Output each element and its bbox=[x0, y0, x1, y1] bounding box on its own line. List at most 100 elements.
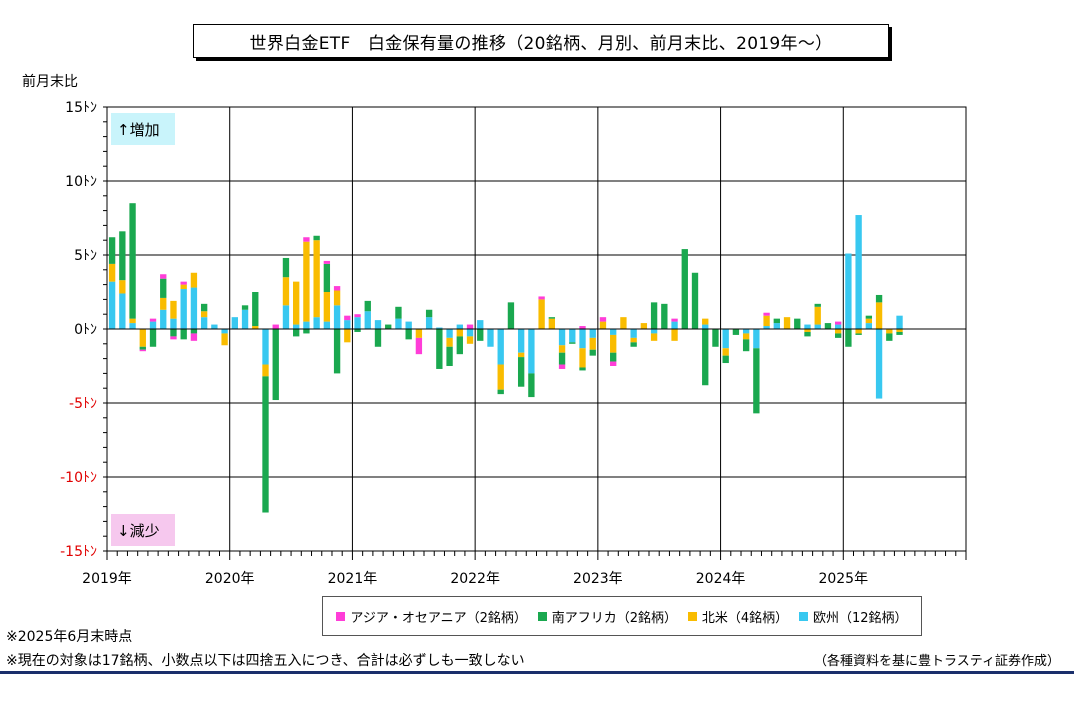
bar-segment bbox=[620, 317, 627, 329]
bar-segment bbox=[835, 321, 842, 325]
bar-segment bbox=[722, 355, 729, 364]
bar-segment bbox=[845, 253, 852, 329]
bar-segment bbox=[610, 329, 617, 335]
bar-segment bbox=[170, 318, 177, 329]
bar-segment bbox=[344, 320, 351, 329]
bar-segment bbox=[610, 334, 617, 353]
bar-segment bbox=[477, 329, 484, 341]
legend-item-north-america: 北米（4銘柄） bbox=[687, 607, 789, 626]
bar-segment bbox=[456, 336, 463, 355]
bar-segment bbox=[569, 342, 576, 344]
legend-swatch bbox=[687, 611, 697, 621]
bar-segment bbox=[865, 318, 873, 324]
bar-segment bbox=[200, 311, 208, 318]
source-note: （各種資料を基に豊トラスティ証券作成） bbox=[814, 654, 1060, 669]
bar-segment bbox=[180, 329, 187, 340]
bar-segment bbox=[119, 280, 126, 294]
bar-segment bbox=[323, 260, 331, 264]
bar-segment bbox=[293, 329, 300, 337]
bar-segment bbox=[742, 333, 750, 340]
bar-segment bbox=[487, 329, 494, 347]
bar-segment bbox=[814, 303, 821, 307]
bar-segment bbox=[835, 329, 842, 334]
bar-segment bbox=[722, 329, 729, 349]
chart-legend: アジア・オセアニア（2銘柄） 南アフリカ（2銘柄） 北米（4銘柄） 欧州（12銘… bbox=[322, 596, 922, 636]
bar-segment bbox=[630, 337, 637, 343]
bar-segment bbox=[323, 321, 331, 329]
bar-segment bbox=[845, 329, 852, 347]
chart-title: 世界白金ETF 白金保有量の推移（20銘柄、月別、前月末比、2019年～） bbox=[193, 24, 889, 58]
bar-segment bbox=[385, 324, 392, 329]
bar-segment bbox=[896, 315, 903, 329]
bar-segment bbox=[149, 329, 157, 347]
y-tick-label: -10ﾄﾝ bbox=[60, 470, 97, 486]
bar-segment bbox=[732, 329, 740, 335]
bar-segment bbox=[108, 263, 116, 282]
bar-segment bbox=[160, 278, 167, 298]
bar-segment bbox=[313, 240, 320, 318]
bar-segment bbox=[323, 263, 331, 292]
bar-segment bbox=[579, 326, 586, 329]
legend-label: 北米（4銘柄） bbox=[701, 610, 789, 626]
bar-segment bbox=[497, 329, 504, 365]
bar-segment bbox=[323, 292, 331, 322]
bar-segment bbox=[538, 299, 545, 329]
bar-segment bbox=[865, 315, 873, 319]
bar-segment bbox=[794, 318, 801, 329]
bar-segment bbox=[333, 286, 341, 291]
bar-segment bbox=[262, 376, 269, 513]
bar-segment bbox=[119, 293, 126, 329]
bar-segment bbox=[200, 317, 208, 329]
bar-segment bbox=[702, 329, 709, 386]
x-year-label: 2025年 bbox=[818, 571, 868, 587]
y-tick-label: 5ﾄﾝ bbox=[74, 248, 97, 264]
bar-segment bbox=[671, 318, 678, 322]
bar-segment bbox=[303, 241, 310, 322]
bar-segment bbox=[119, 231, 126, 281]
bar-segment bbox=[875, 329, 883, 399]
bar-segment bbox=[466, 324, 474, 329]
bar-segment bbox=[333, 290, 341, 306]
bar-segment bbox=[395, 306, 402, 319]
x-year-label: 2024年 bbox=[696, 571, 746, 587]
y-axis-title: 前月末比 bbox=[22, 73, 78, 90]
bar-segment bbox=[753, 348, 760, 414]
bar-segment bbox=[313, 317, 320, 329]
bar-segment bbox=[241, 309, 249, 329]
bar-segment bbox=[528, 373, 535, 398]
bar-segment bbox=[558, 345, 566, 353]
bar-segment bbox=[835, 324, 842, 329]
bar-segment bbox=[742, 339, 750, 352]
bar-segment bbox=[855, 333, 862, 335]
bar-segment bbox=[190, 333, 198, 341]
bar-segment bbox=[875, 294, 883, 303]
bar-segment bbox=[231, 317, 238, 329]
bar-segment bbox=[139, 349, 146, 352]
bar-segment bbox=[466, 329, 474, 337]
bar-segment bbox=[579, 329, 586, 349]
legend-label: 欧州（12銘柄） bbox=[813, 610, 908, 626]
x-year-label: 2023年 bbox=[573, 571, 623, 587]
legend-label: 南アフリカ（2銘柄） bbox=[551, 610, 678, 626]
bar-segment bbox=[405, 321, 412, 329]
bar-segment bbox=[579, 367, 586, 371]
bar-segment bbox=[763, 315, 770, 327]
legend-label: アジア・オセアニア（2銘柄） bbox=[350, 610, 527, 626]
bar-segment bbox=[630, 329, 637, 338]
bar-segment bbox=[160, 309, 167, 329]
note-date: ※2025年6月末時点 bbox=[6, 629, 133, 645]
bar-segment bbox=[742, 329, 750, 334]
bar-segment bbox=[650, 333, 658, 341]
bar-segment bbox=[139, 346, 146, 350]
bar-segment bbox=[763, 312, 770, 316]
bar-segment bbox=[425, 309, 433, 318]
bar-segment bbox=[497, 389, 504, 395]
bar-segment bbox=[190, 287, 198, 329]
y-tick-label: -15ﾄﾝ bbox=[60, 544, 97, 560]
bar-segment bbox=[558, 352, 566, 365]
bar-segment bbox=[517, 329, 525, 353]
bar-segment bbox=[252, 326, 259, 329]
bar-segment bbox=[282, 305, 290, 329]
bar-segment bbox=[354, 329, 361, 332]
bar-segment bbox=[671, 329, 678, 341]
